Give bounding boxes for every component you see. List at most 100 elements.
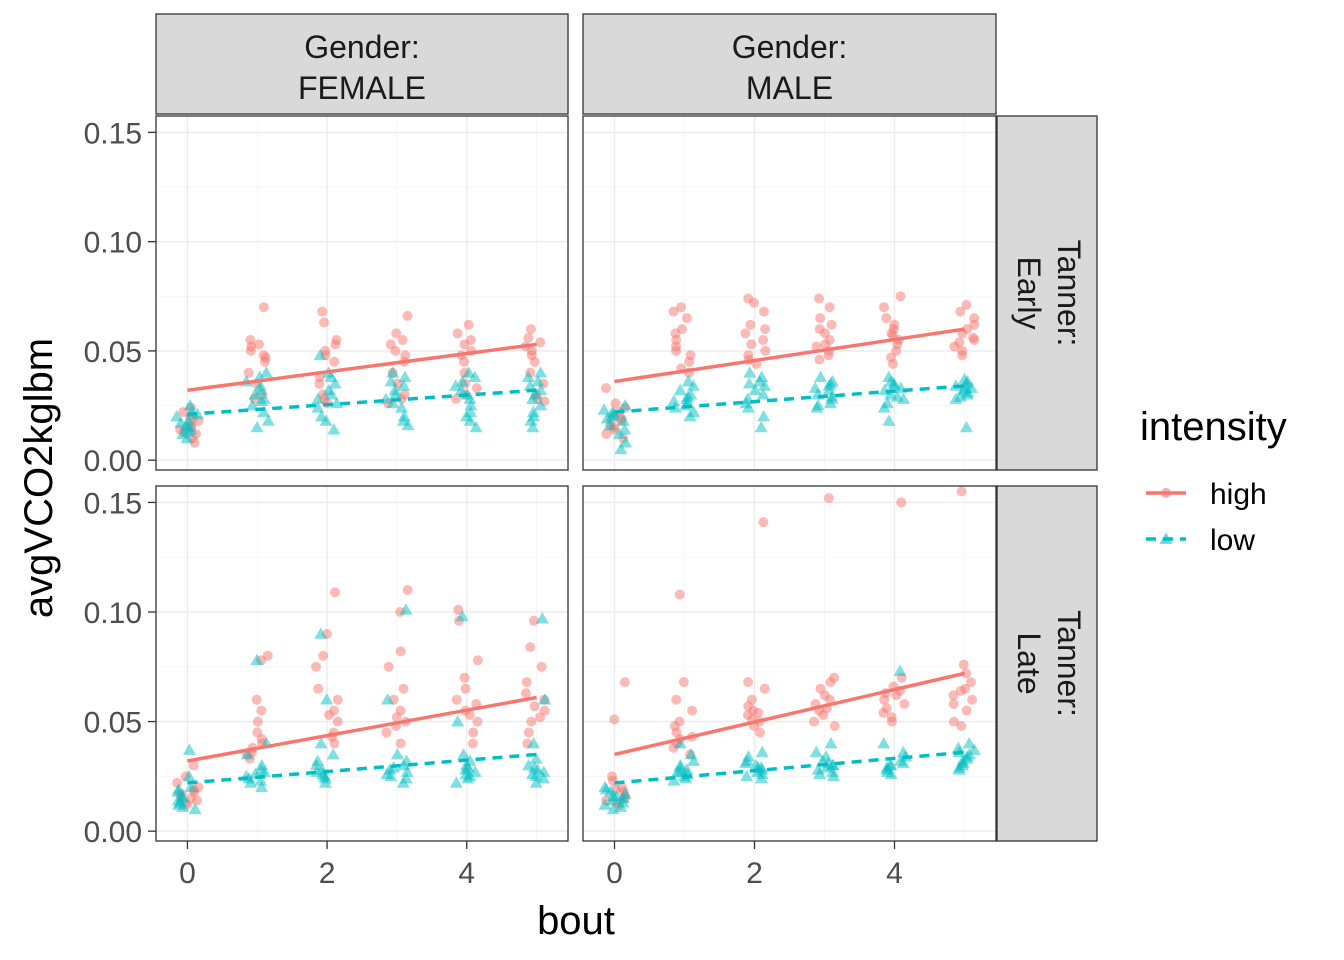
point-high: [192, 795, 202, 806]
point-high: [329, 738, 340, 749]
point-high: [256, 705, 267, 716]
legend-item-high: high: [1146, 478, 1267, 511]
point-high: [251, 694, 262, 705]
point-low: [825, 758, 839, 771]
panel-1-0: [155, 485, 569, 842]
point-low: [384, 375, 398, 387]
strip-background: [996, 485, 1098, 842]
panel-border: [582, 485, 997, 842]
point-low: [681, 390, 695, 402]
point-high: [332, 716, 343, 727]
point-high: [391, 328, 402, 339]
point-low: [255, 780, 269, 793]
point-high: [811, 341, 822, 352]
point-high: [525, 642, 536, 653]
point-low: [808, 381, 822, 393]
point-high: [753, 707, 764, 718]
fit-line-low: [187, 752, 537, 785]
point-low: [328, 377, 342, 389]
legend-symbol: [1159, 532, 1173, 544]
point-high: [759, 306, 769, 317]
point-high: [381, 727, 392, 738]
point-low: [526, 420, 540, 433]
point-high: [879, 302, 889, 313]
point-low: [401, 418, 415, 431]
point-high: [317, 306, 328, 317]
point-high: [395, 646, 406, 657]
point-high: [957, 350, 968, 361]
point-low: [529, 769, 543, 782]
point-high: [878, 707, 889, 718]
point-low: [614, 800, 628, 812]
point-high: [252, 716, 263, 727]
fit-line-low: [614, 384, 965, 414]
point-high: [390, 345, 401, 356]
point-low: [463, 392, 477, 404]
panel-background: [583, 486, 996, 841]
point-low: [397, 379, 411, 391]
point-high: [759, 683, 770, 694]
point-high: [329, 356, 340, 367]
panel-0-1: [582, 115, 997, 471]
x-axis-col-0: 0 2 4: [179, 841, 475, 890]
y-tick-label: 0.15: [84, 487, 142, 520]
point-high: [668, 306, 679, 317]
row-strip-label: Late: [1011, 632, 1047, 694]
point-high: [535, 337, 546, 348]
point-low: [527, 761, 541, 773]
point-low: [254, 394, 268, 407]
point-high: [825, 677, 836, 688]
y-axis-title: avgVCO2kglbm: [17, 338, 61, 618]
point-low: [673, 736, 687, 749]
fit-line-high: [187, 695, 537, 763]
point-high: [895, 291, 906, 302]
point-low: [464, 399, 478, 411]
point-low: [754, 420, 768, 433]
point-low: [248, 388, 262, 400]
point-high: [609, 714, 620, 725]
point-high: [610, 398, 621, 409]
point-high: [760, 345, 771, 356]
fit-line-high: [614, 671, 965, 757]
point-low: [897, 392, 911, 404]
point-low: [673, 765, 687, 777]
point-low: [257, 405, 271, 417]
point-low: [244, 776, 258, 788]
point-low: [259, 366, 273, 378]
point-low: [740, 769, 754, 782]
point-low: [400, 765, 414, 777]
point-high: [743, 677, 754, 688]
series-low-points: [170, 348, 548, 444]
point-low: [176, 800, 190, 812]
point-low: [191, 407, 205, 420]
point-low: [250, 653, 264, 666]
point-low: [257, 765, 271, 777]
point-low: [534, 366, 548, 378]
point-low: [748, 383, 762, 396]
point-low: [319, 414, 333, 426]
panel-background: [156, 116, 568, 470]
point-high: [468, 727, 479, 738]
point-low: [311, 392, 325, 404]
point-low: [667, 774, 681, 786]
point-low: [318, 776, 332, 788]
point-high: [397, 335, 408, 345]
point-high: [740, 328, 751, 339]
point-high: [760, 324, 771, 335]
strip-background: [155, 13, 569, 115]
panel-border: [155, 485, 569, 842]
x-tick-label: 4: [458, 857, 475, 890]
point-low: [261, 414, 275, 426]
point-low: [959, 381, 973, 393]
point-low: [250, 420, 264, 433]
point-low: [182, 743, 196, 755]
point-high: [330, 587, 340, 598]
point-high: [395, 738, 406, 749]
y-axis-row-1: 0.00 0.05 0.10 0.15: [84, 487, 156, 849]
point-high: [809, 716, 819, 727]
point-low: [455, 375, 469, 387]
point-low: [529, 752, 543, 764]
point-high: [523, 727, 534, 738]
col-strip-label: Gender:: [732, 29, 848, 65]
